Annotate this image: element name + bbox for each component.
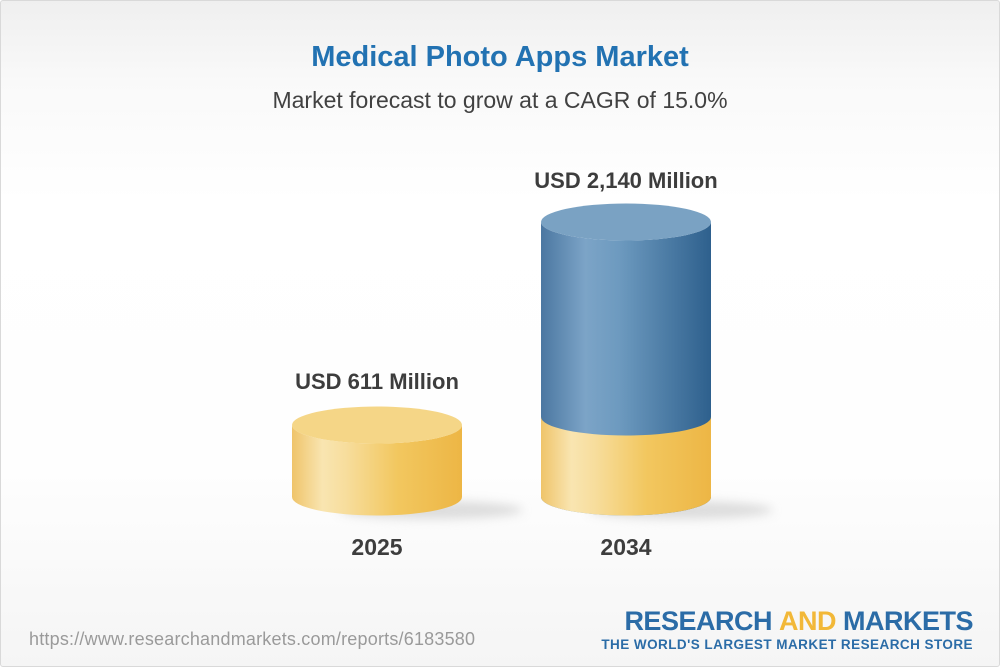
axis-label-2034: 2034 <box>600 534 651 560</box>
page-title: Medical Photo Apps Market <box>311 41 689 73</box>
logo-word-markets: MARKETS <box>843 606 974 636</box>
page-subtitle: Market forecast to grow at a CAGR of 15.… <box>272 87 728 113</box>
bar-2034-base-segment <box>541 417 711 516</box>
axis-label-2025: 2025 <box>351 534 402 560</box>
header: Medical Photo Apps Market Market forecas… <box>1 1 999 113</box>
value-label-2025: USD 611 Million <box>295 369 459 394</box>
report-url: https://www.researchandmarkets.com/repor… <box>29 629 476 649</box>
bar-2025-top-cap <box>292 406 462 444</box>
bar-2025-body <box>292 425 462 516</box>
bar-2034 <box>541 203 711 516</box>
logo-word-and: AND <box>778 606 837 636</box>
bar-2034-top-cap <box>541 203 711 241</box>
research-and-markets-logo: RESEARCH AND MARKETS THE WORLD'S LARGEST… <box>601 608 973 653</box>
logo-word-research: RESEARCH <box>624 606 772 636</box>
bar-2025 <box>292 406 462 516</box>
value-label-2034: USD 2,140 Million <box>534 168 717 193</box>
logo-wordmark: RESEARCH AND MARKETS <box>601 608 973 635</box>
logo-tagline: THE WORLD'S LARGEST MARKET RESEARCH STOR… <box>601 637 973 652</box>
